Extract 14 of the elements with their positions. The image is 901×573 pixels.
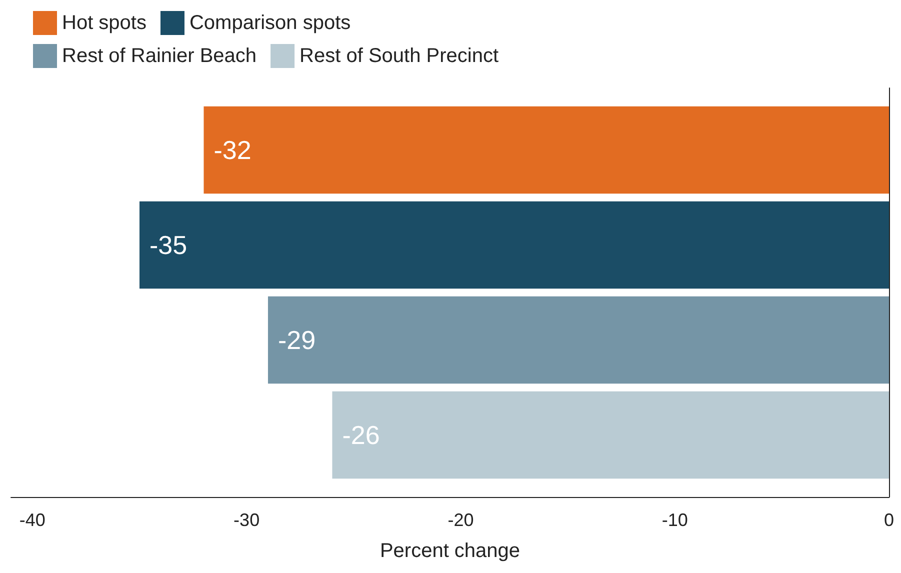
data-label: -35 [149,230,188,260]
legend-label: Rest of South Precinct [300,45,499,67]
legend-label: Hot spots [62,12,146,34]
x-tick-label: -30 [234,510,260,530]
x-tick-label: -10 [662,510,688,530]
x-axis-title: Percent change [380,540,520,562]
legend-label: Rest of Rainier Beach [62,45,257,67]
x-tick-label: -20 [448,510,474,530]
data-label: -26 [342,420,380,450]
x-tick-label: 0 [884,510,894,530]
legend-label: Comparison spots [189,12,351,34]
data-label: -29 [278,325,316,356]
x-tick-label: -40 [19,510,46,530]
data-label: -32 [214,134,252,165]
